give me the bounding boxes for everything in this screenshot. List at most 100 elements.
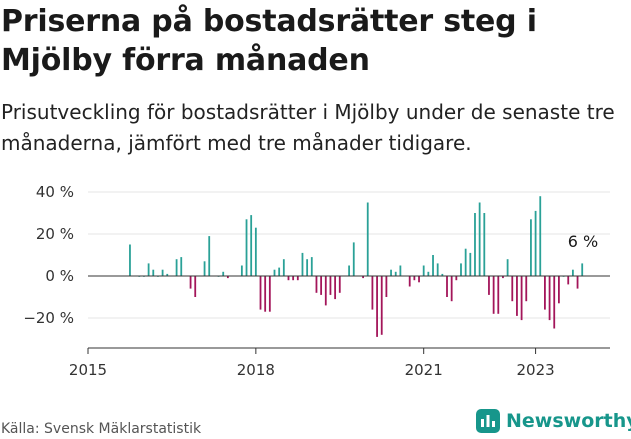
latest-value-annotation: 6 %: [568, 232, 598, 251]
bar: [324, 276, 327, 306]
bar: [502, 276, 504, 279]
bar: [497, 276, 500, 314]
bar: [338, 276, 341, 293]
newsworthy-logo: Newsworthy: [476, 409, 631, 433]
bar: [380, 276, 383, 335]
bar: [166, 273, 169, 276]
bar: [180, 257, 183, 276]
bar: [548, 276, 551, 321]
bar: [366, 202, 369, 276]
x-axis: [88, 275, 610, 349]
brand-name: Newsworthy: [506, 410, 631, 432]
bar: [371, 276, 374, 310]
x-tick-label: 2018: [237, 361, 275, 379]
bar: [203, 261, 206, 276]
bar: [418, 276, 420, 283]
source-note: Källa: Svensk Mäklarstatistik: [1, 421, 202, 437]
bar: [310, 257, 313, 276]
bar: [567, 276, 570, 285]
bar: [208, 236, 211, 276]
bar: [520, 276, 523, 321]
bar: [394, 271, 397, 276]
bar: [432, 255, 434, 276]
bar: [254, 227, 257, 276]
bar: [506, 259, 509, 276]
bar: [488, 276, 490, 295]
y-tick-label: 20 %: [36, 225, 74, 243]
bar: [483, 213, 486, 276]
bar: [455, 276, 458, 281]
bar: [413, 276, 416, 281]
bar: [464, 248, 467, 276]
bar: [516, 276, 518, 316]
bar: [226, 276, 229, 279]
bar: [152, 269, 155, 276]
bar: [544, 276, 546, 310]
bar: [296, 276, 299, 281]
y-tick-label: 0 %: [45, 267, 74, 285]
bar: [478, 202, 481, 276]
bar: [581, 263, 584, 276]
bar: [334, 276, 337, 300]
bar: [408, 276, 411, 287]
page-title: Priserna på bostadsrätter steg i Mjölby …: [1, 4, 537, 78]
bar: [147, 263, 150, 276]
bar: [348, 265, 350, 276]
bar: [273, 269, 276, 276]
bar: [250, 215, 253, 276]
y-axis-tick-labels: 40 % 20 % 0 % −20 %: [23, 183, 74, 327]
bar: [576, 276, 579, 289]
x-tick-label: 2023: [516, 361, 554, 379]
bar: [245, 219, 248, 276]
bar: [385, 276, 388, 297]
bar: [469, 252, 472, 276]
bar: [282, 259, 285, 276]
bar: [558, 276, 560, 304]
bar: [553, 276, 556, 329]
bar: [399, 265, 402, 276]
bar: [194, 276, 197, 297]
bar: [129, 244, 131, 276]
bar: [306, 259, 309, 276]
bar: [320, 276, 323, 295]
bar: [278, 267, 281, 276]
bar: [259, 276, 262, 310]
y-tick-label: −20 %: [23, 309, 74, 327]
x-tick-label: 2021: [405, 361, 443, 379]
bar: [287, 276, 290, 281]
bar: [436, 263, 439, 276]
bar: [362, 276, 364, 279]
bar: [292, 276, 295, 281]
bar: [539, 196, 542, 276]
bar: [301, 252, 304, 276]
bar: [222, 271, 225, 276]
bar: [329, 276, 332, 295]
bar: [352, 242, 355, 276]
bar: [175, 259, 178, 276]
bar: [161, 269, 164, 276]
newsworthy-logo-icon: [476, 409, 500, 433]
page-subtitle: Prisutveckling för bostadsrätter i Mjölb…: [1, 100, 615, 155]
bar: [511, 276, 514, 302]
bar: [474, 213, 476, 276]
bar: [450, 276, 453, 302]
x-tick-label: 2015: [69, 361, 107, 379]
bar: [427, 271, 430, 276]
bar: [530, 219, 532, 276]
x-axis-tick-labels: 2015 2018 2021 2023: [69, 348, 555, 379]
bar: [460, 263, 462, 276]
bar: [534, 210, 537, 276]
bar: [264, 276, 267, 312]
bar: [441, 273, 444, 276]
bar: [315, 276, 318, 293]
bar: [422, 265, 425, 276]
bar-chart: 40 % 20 % 0 % −20 % 2015 2018 2021 2023 6 %: [23, 183, 610, 379]
bar: [240, 265, 243, 276]
bar: [390, 269, 392, 276]
bar: [268, 276, 271, 312]
bar: [446, 276, 448, 297]
bar: [571, 269, 574, 276]
bar: [492, 276, 495, 314]
bar: [376, 276, 378, 337]
bar: [525, 276, 528, 302]
